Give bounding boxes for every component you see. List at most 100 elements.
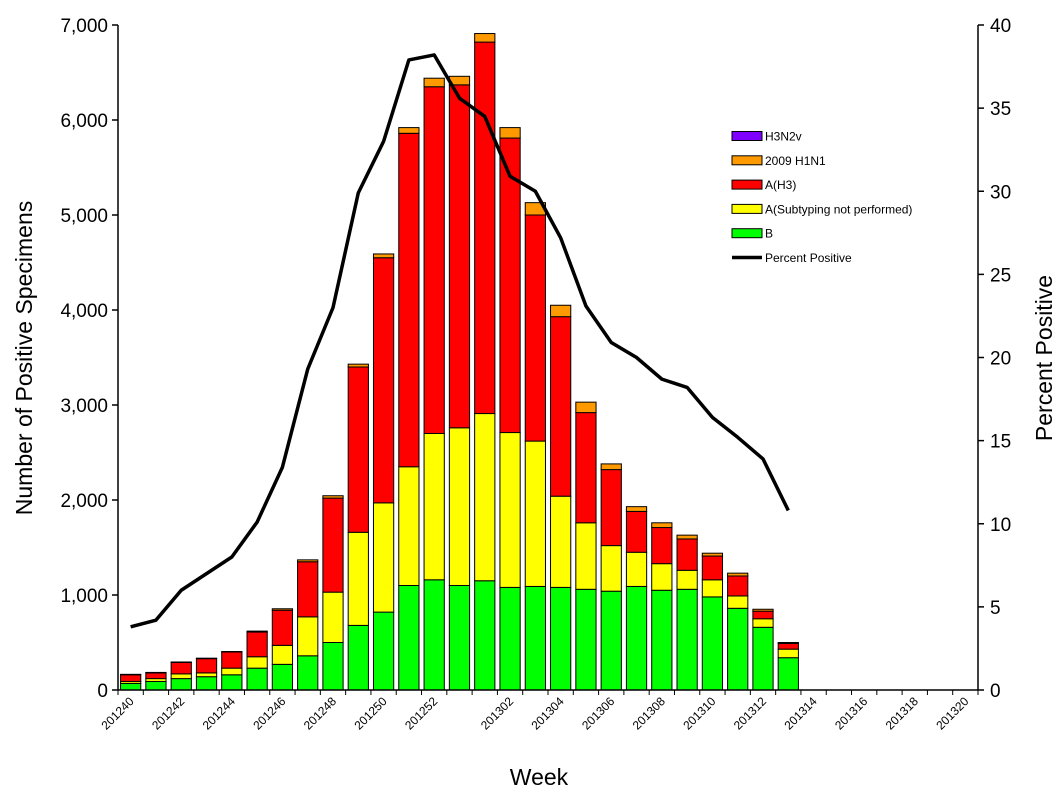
- legend-swatch: [731, 228, 763, 239]
- y2-tick-label: 30: [990, 182, 1011, 203]
- bar-segment: [170, 661, 192, 675]
- bar-segment: [145, 680, 167, 691]
- percent-positive-line: [130, 53, 790, 629]
- bar-segment: [246, 656, 268, 669]
- bar-segment: [195, 658, 218, 674]
- bar-segment: [271, 644, 294, 665]
- bar-segment: [195, 672, 218, 678]
- bar-segment: [701, 555, 724, 581]
- x-axis-title: Week: [510, 764, 569, 790]
- bar-segment: [195, 676, 218, 691]
- bar-segment: [297, 655, 319, 691]
- legend-label: A(Subtyping not performed): [765, 202, 912, 216]
- legend-swatch: [731, 203, 763, 214]
- y2-tick-label: 25: [990, 265, 1011, 286]
- x-tick-label: 201248: [301, 694, 339, 732]
- y-tick-label: 5,000: [60, 206, 108, 227]
- legend-label: 2009 H1N1: [765, 154, 826, 168]
- bar-segment: [474, 41, 496, 415]
- bar-segment: [651, 563, 673, 591]
- bar-segment: [499, 127, 521, 139]
- bar-segment: [727, 595, 749, 609]
- bar-segment: [625, 551, 648, 587]
- bar-segment: [727, 607, 749, 691]
- bar-segment: [600, 545, 622, 592]
- bar-segment: [372, 502, 395, 613]
- bar-segment: [550, 495, 572, 588]
- bar-segment: [727, 575, 749, 597]
- legend-label: B: [765, 227, 773, 241]
- bar-segment: [752, 626, 774, 691]
- bar-segment: [474, 33, 496, 43]
- y2-tick-label: 40: [990, 16, 1011, 37]
- bar-segment: [372, 611, 395, 691]
- bar-segment: [752, 608, 774, 612]
- bar-segment: [550, 304, 572, 318]
- bar-segment: [271, 608, 294, 611]
- bars-layer: [120, 33, 799, 691]
- bar-segment: [448, 427, 471, 586]
- x-tick-label: 201306: [579, 694, 617, 732]
- y-tick-label: 6,000: [60, 111, 108, 132]
- x-tick-label: 201316: [832, 694, 870, 732]
- x-tick-label: 201310: [680, 694, 718, 732]
- bar-segment: [271, 609, 294, 646]
- bar-segment: [752, 618, 774, 628]
- bar-segment: [676, 588, 698, 691]
- bar-segment: [423, 433, 445, 581]
- legend-label: H3N2v: [765, 130, 802, 144]
- y-tick-label: 7,000: [60, 16, 108, 37]
- bar-segment: [676, 534, 698, 540]
- bar-segment: [499, 586, 521, 691]
- bar-segment: [347, 624, 369, 691]
- bar-segment: [575, 412, 597, 524]
- y2-tick-label: 5: [990, 598, 1001, 619]
- bar-segment: [524, 214, 546, 442]
- bar-segment: [651, 589, 673, 691]
- bar-segment: [575, 588, 597, 691]
- y-tick-label: 2,000: [60, 491, 108, 512]
- bar-segment: [221, 667, 243, 676]
- x-tick-label: 201308: [630, 694, 668, 732]
- bar-segment: [322, 642, 344, 691]
- bar-segment: [676, 569, 698, 590]
- bar-segment: [600, 469, 622, 547]
- bar-segment: [322, 497, 344, 593]
- x-tick-label: 201252: [402, 694, 440, 732]
- bar-segment: [625, 585, 648, 691]
- bar-segment: [600, 463, 622, 471]
- bar-segment: [550, 586, 572, 691]
- bar-segment: [347, 531, 369, 626]
- legend-label: Percent Positive: [765, 251, 852, 265]
- y2-tick-label: 10: [990, 515, 1011, 536]
- bar-segment: [221, 651, 243, 669]
- bar-segment: [524, 585, 546, 691]
- y-tick-label: 4,000: [60, 301, 108, 322]
- bar-segment: [575, 522, 597, 590]
- bar-segment: [221, 674, 243, 691]
- y2-tick-label: 15: [990, 432, 1011, 453]
- y2-tick-label: 0: [990, 681, 1001, 702]
- bar-segment: [322, 591, 344, 644]
- bar-segment: [170, 673, 192, 680]
- bar-segment: [398, 132, 420, 468]
- y-axis-title: Number of Positive Specimens: [11, 201, 37, 515]
- bar-segment: [322, 495, 344, 499]
- y2-axis-title: Percent Positive: [1031, 275, 1057, 441]
- bar-segment: [777, 642, 799, 650]
- bar-segment: [575, 401, 597, 414]
- bar-segment: [600, 590, 622, 691]
- bar-segment: [297, 616, 319, 657]
- x-tick-label: 201318: [883, 694, 921, 732]
- x-tick-label: 201320: [933, 694, 971, 732]
- bar-segment: [170, 678, 192, 691]
- bar-segment: [423, 579, 445, 691]
- bar-segment: [777, 642, 799, 644]
- bar-segment: [727, 572, 749, 577]
- legend-label: A(H3): [765, 178, 796, 192]
- x-tick-label: 201312: [731, 694, 769, 732]
- bar-segment: [550, 316, 572, 497]
- x-tick-label: 201302: [478, 694, 516, 732]
- bar-segment: [347, 366, 369, 533]
- bar-segment: [701, 596, 724, 691]
